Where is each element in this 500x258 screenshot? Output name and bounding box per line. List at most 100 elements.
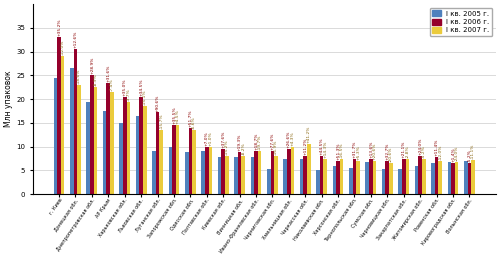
Text: +11.4%: +11.4%	[434, 139, 438, 156]
Bar	[70, 68, 73, 194]
Bar	[136, 116, 140, 194]
Text: +35.0%: +35.0%	[123, 78, 127, 96]
Text: -18.6%: -18.6%	[77, 69, 81, 84]
Text: -5.2%: -5.2%	[468, 150, 471, 162]
Text: +4.3%: +4.3%	[290, 131, 294, 146]
Bar	[386, 161, 389, 194]
Bar	[356, 161, 360, 194]
Bar	[156, 112, 160, 194]
Bar	[188, 128, 192, 194]
Text: -11.1%: -11.1%	[471, 144, 475, 159]
Text: +31.7%: +31.7%	[352, 140, 356, 158]
Text: -2.8%: -2.8%	[406, 145, 409, 158]
Bar	[287, 149, 290, 194]
Text: +4.5%: +4.5%	[176, 110, 180, 124]
Text: +28.9%: +28.9%	[90, 57, 94, 75]
Bar	[267, 170, 270, 194]
Text: +35.2%: +35.2%	[57, 19, 61, 36]
Bar	[448, 162, 451, 194]
Bar	[307, 144, 310, 194]
Bar	[369, 158, 372, 194]
Bar	[290, 147, 294, 194]
Bar	[464, 161, 468, 194]
Text: +51.7%: +51.7%	[188, 109, 192, 127]
Bar	[74, 49, 78, 194]
Bar	[340, 158, 344, 194]
Bar	[372, 161, 376, 194]
Bar	[418, 156, 422, 194]
Bar	[61, 57, 64, 194]
Bar	[123, 97, 126, 194]
Bar	[205, 147, 208, 194]
Bar	[54, 78, 58, 194]
Bar	[398, 170, 402, 194]
Bar	[270, 151, 274, 194]
Bar	[422, 158, 426, 194]
Bar	[366, 162, 369, 194]
Text: +5.3%: +5.3%	[356, 145, 360, 160]
Bar	[160, 130, 163, 194]
Text: +13.6%: +13.6%	[369, 140, 373, 158]
Bar	[332, 166, 336, 194]
Bar	[192, 130, 196, 194]
Text: +1.0%: +1.0%	[208, 131, 212, 146]
Bar	[336, 161, 340, 194]
Bar	[120, 123, 123, 194]
Text: +41.2%: +41.2%	[307, 126, 311, 143]
Bar	[140, 97, 143, 194]
Text: +20.6%: +20.6%	[372, 143, 376, 160]
Bar	[202, 151, 205, 194]
Bar	[324, 158, 327, 194]
Bar	[238, 152, 242, 194]
Text: +1.4%: +1.4%	[451, 148, 455, 162]
Bar	[58, 37, 61, 194]
Text: +24.0%: +24.0%	[418, 138, 422, 155]
Text: -16.9%: -16.9%	[274, 140, 278, 155]
Text: -8.2%: -8.2%	[242, 143, 246, 155]
Text: -12.0%: -12.0%	[61, 40, 65, 55]
Bar	[258, 151, 262, 194]
Bar	[468, 163, 471, 194]
Text: +11.2%: +11.2%	[304, 138, 308, 155]
Text: -8.9%: -8.9%	[94, 74, 98, 86]
Text: +26.6%: +26.6%	[287, 131, 291, 148]
Bar	[382, 170, 386, 194]
Bar	[455, 162, 458, 194]
Text: +12.6%: +12.6%	[74, 31, 78, 48]
Text: -19.7%: -19.7%	[258, 135, 262, 150]
Text: -16.5%: -16.5%	[340, 142, 344, 158]
Text: -15.2%: -15.2%	[225, 140, 229, 155]
Bar	[284, 158, 287, 194]
Bar	[234, 157, 238, 194]
Text: -20.6%: -20.6%	[389, 147, 393, 162]
Bar	[218, 157, 222, 194]
Text: -6.6%: -6.6%	[192, 116, 196, 129]
Text: +18.7%: +18.7%	[254, 133, 258, 150]
Bar	[90, 75, 94, 194]
Bar	[414, 166, 418, 194]
Text: +21.1%: +21.1%	[402, 140, 406, 158]
Bar	[172, 125, 176, 194]
Legend: І кв. 2005 г., І кв. 2006 г., І кв. 2007 г.: І кв. 2005 г., І кв. 2006 г., І кв. 2007…	[430, 8, 492, 36]
Text: +7.0%: +7.0%	[205, 131, 209, 146]
Bar	[320, 156, 324, 194]
Text: +51.3%: +51.3%	[336, 142, 340, 160]
Bar	[222, 149, 225, 194]
Bar	[78, 85, 81, 194]
Bar	[316, 170, 320, 194]
Bar	[451, 163, 455, 194]
Bar	[250, 157, 254, 194]
Bar	[438, 161, 442, 194]
Bar	[402, 158, 406, 194]
Bar	[434, 157, 438, 194]
Text: +90.6%: +90.6%	[156, 94, 160, 111]
Text: +19.3%: +19.3%	[238, 134, 242, 151]
Bar	[110, 92, 114, 194]
Bar	[106, 83, 110, 194]
Bar	[185, 152, 188, 194]
Bar	[143, 106, 146, 194]
Bar	[406, 158, 409, 194]
Text: +34.5%: +34.5%	[140, 78, 143, 96]
Text: -15.1%: -15.1%	[143, 90, 147, 105]
Bar	[103, 111, 106, 194]
